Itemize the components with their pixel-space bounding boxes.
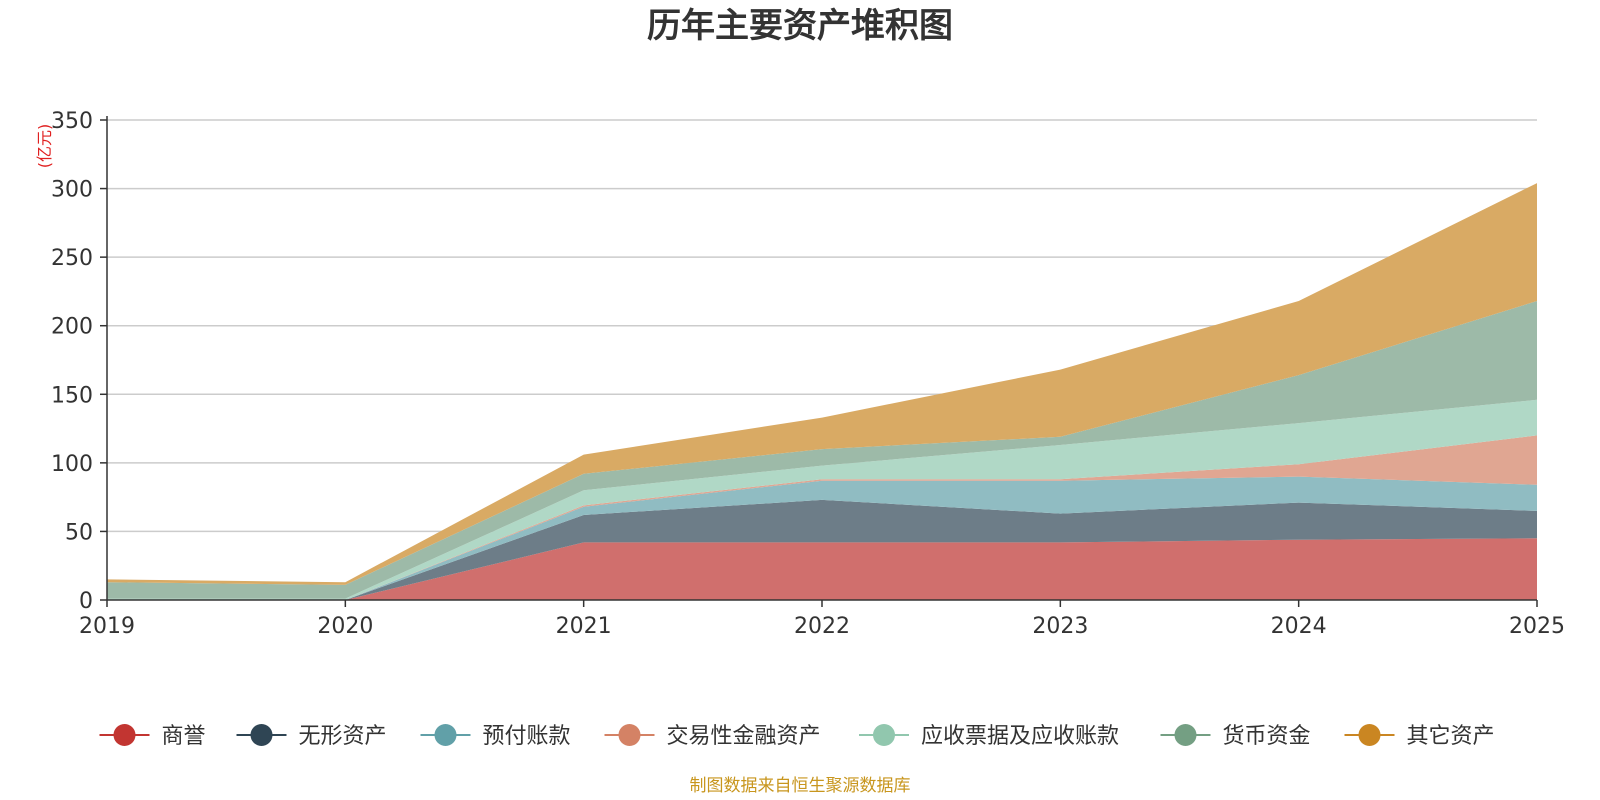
x-tick-label: 2020 [317,614,373,639]
x-tick-label: 2019 [79,614,135,639]
x-tick-label: 2022 [794,614,850,639]
legend-dot-icon [434,724,457,746]
legend-label: 交易性金融资产 [667,724,821,749]
legend-label: 应收票据及应收账款 [921,724,1119,749]
legend-dot-icon [1358,724,1381,746]
legend-label: 无形资产 [299,724,387,749]
y-tick-label: 150 [51,383,93,408]
axes-group: 0 50 100 150 200 250 300 350 2019 2020 2021 2022 202… [51,109,1565,639]
area-series-7 [107,183,1537,585]
legend-item-2[interactable]: 无形资产 [236,724,387,749]
x-tick-label: 2023 [1032,614,1088,639]
area-series-2 [107,499,1537,600]
y-axis-unit-label: (亿元) [35,124,54,169]
legend-dot-icon [250,724,273,746]
area-series-3 [107,476,1537,600]
legend-item-1[interactable]: 商誉 [99,724,206,749]
y-tick-label: 350 [51,109,93,134]
legend[interactable]: 商誉 无形资产 预付账款 交易性金融资产 应收票据及应收账款 货币资金 其它资产 [99,724,1495,749]
legend-item-3[interactable]: 预付账款 [420,724,571,749]
legend-dot-icon [113,724,136,746]
area-series-4 [107,435,1537,600]
legend-label: 其它资产 [1407,724,1495,749]
x-tick-label: 2025 [1509,614,1565,639]
legend-dot-icon [618,724,641,746]
source-note: 制图数据来自恒生聚源数据库 [690,776,911,796]
y-tick-label: 300 [51,178,93,203]
legend-item-5[interactable]: 应收票据及应收账款 [859,724,1119,749]
y-tick-label: 200 [51,315,93,340]
y-tick-label: 250 [51,246,93,271]
area-series-group [107,183,1537,600]
legend-label: 预付账款 [483,724,571,749]
legend-dot-icon [1174,724,1197,746]
y-tick-label: 100 [51,452,93,477]
y-tick-label: 50 [65,520,93,545]
legend-dot-icon [873,724,895,746]
legend-item-4[interactable]: 交易性金融资产 [604,724,821,749]
area-series-1 [107,538,1537,600]
area-series-5 [107,399,1537,600]
legend-item-6[interactable]: 货币资金 [1160,724,1311,749]
legend-item-7[interactable]: 其它资产 [1344,724,1495,749]
y-tick-label: 0 [79,589,93,614]
legend-label: 商誉 [162,724,206,749]
legend-label: 货币资金 [1223,724,1311,749]
x-tick-label: 2024 [1271,614,1327,639]
chart-title: 历年主要资产堆积图 [647,6,953,46]
x-tick-label: 2021 [556,614,612,639]
area-series-6 [107,301,1537,599]
